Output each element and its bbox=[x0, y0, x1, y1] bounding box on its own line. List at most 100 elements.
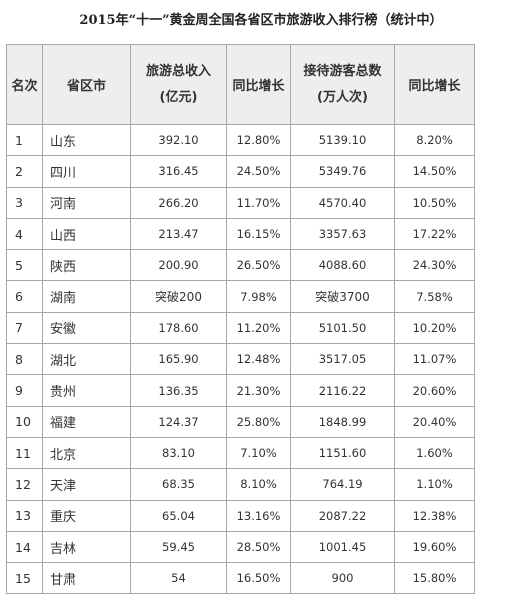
header-revenue-growth: 同比增长 bbox=[226, 44, 291, 125]
cell-rank: 15 bbox=[6, 562, 43, 594]
cell-province: 山西 bbox=[42, 217, 131, 251]
cell-visitors-growth: 20.40% bbox=[394, 405, 475, 438]
cell-rank: 14 bbox=[6, 530, 43, 564]
cell-visitors-growth: 10.50% bbox=[394, 186, 475, 219]
cell-visitors-growth: 12.38% bbox=[394, 499, 475, 532]
cell-visitors-growth: 17.22% bbox=[394, 217, 475, 251]
table-row: 4 山西 213.47 16.15% 3357.63 17.22% bbox=[6, 217, 475, 251]
cell-province: 重庆 bbox=[42, 499, 131, 532]
ranking-table: 名次 省区市 旅游总收入 (亿元) 同比增长 接待游客总数 (万人次) 同比增长… bbox=[6, 44, 475, 594]
table-row: 10 福建 124.37 25.80% 1848.99 20.40% bbox=[6, 405, 475, 438]
cell-province: 吉林 bbox=[42, 530, 131, 564]
cell-rank: 8 bbox=[6, 343, 43, 376]
cell-visitors: 5101.50 bbox=[290, 311, 395, 345]
header-visitors-growth: 同比增长 bbox=[394, 44, 475, 125]
cell-revenue: 165.90 bbox=[130, 343, 227, 376]
table-row: 13 重庆 65.04 13.16% 2087.22 12.38% bbox=[6, 499, 475, 532]
cell-visitors: 2087.22 bbox=[290, 499, 395, 532]
cell-visitors: 5139.10 bbox=[290, 123, 395, 157]
table-row: 14 吉林 59.45 28.50% 1001.45 19.60% bbox=[6, 530, 475, 564]
table-header-row: 名次 省区市 旅游总收入 (亿元) 同比增长 接待游客总数 (万人次) 同比增长 bbox=[6, 44, 475, 125]
cell-province: 贵州 bbox=[42, 374, 131, 407]
cell-visitors-growth: 14.50% bbox=[394, 155, 475, 188]
cell-province: 四川 bbox=[42, 155, 131, 188]
cell-rank: 13 bbox=[6, 499, 43, 532]
cell-visitors: 突破3700 bbox=[290, 280, 395, 313]
cell-revenue: 200.90 bbox=[130, 249, 227, 282]
cell-visitors: 1151.60 bbox=[290, 436, 395, 470]
cell-visitors-growth: 15.80% bbox=[394, 562, 475, 594]
header-revenue: 旅游总收入 (亿元) bbox=[130, 44, 227, 125]
cell-rank: 10 bbox=[6, 405, 43, 438]
table-row: 3 河南 266.20 11.70% 4570.40 10.50% bbox=[6, 186, 475, 219]
cell-visitors-growth: 7.58% bbox=[394, 280, 475, 313]
cell-province: 天津 bbox=[42, 468, 131, 501]
cell-revenue-growth: 26.50% bbox=[226, 249, 291, 282]
cell-visitors: 1001.45 bbox=[290, 530, 395, 564]
header-visitors-unit: (万人次) bbox=[317, 89, 368, 105]
table-row: 11 北京 83.10 7.10% 1151.60 1.60% bbox=[6, 436, 475, 470]
cell-revenue: 65.04 bbox=[130, 499, 227, 532]
cell-visitors: 5349.76 bbox=[290, 155, 395, 188]
cell-revenue-growth: 12.48% bbox=[226, 343, 291, 376]
cell-visitors-growth: 20.60% bbox=[394, 374, 475, 407]
table-row: 9 贵州 136.35 21.30% 2116.22 20.60% bbox=[6, 374, 475, 407]
cell-revenue: 124.37 bbox=[130, 405, 227, 438]
header-visitors-label: 接待游客总数 bbox=[303, 63, 382, 79]
table-row: 12 天津 68.35 8.10% 764.19 1.10% bbox=[6, 468, 475, 501]
cell-province: 福建 bbox=[42, 405, 131, 438]
cell-province: 安徽 bbox=[42, 311, 131, 345]
cell-visitors: 2116.22 bbox=[290, 374, 395, 407]
cell-visitors-growth: 24.30% bbox=[394, 249, 475, 282]
cell-visitors-growth: 11.07% bbox=[394, 343, 475, 376]
cell-revenue: 136.35 bbox=[130, 374, 227, 407]
table-row: 5 陕西 200.90 26.50% 4088.60 24.30% bbox=[6, 249, 475, 282]
cell-province: 甘肃 bbox=[42, 562, 131, 594]
cell-province: 山东 bbox=[42, 123, 131, 157]
cell-rank: 7 bbox=[6, 311, 43, 345]
header-revenue-unit: (亿元) bbox=[159, 89, 198, 105]
cell-revenue: 59.45 bbox=[130, 530, 227, 564]
cell-revenue-growth: 12.80% bbox=[226, 123, 291, 157]
table-row: 6 湖南 突破200 7.98% 突破3700 7.58% bbox=[6, 280, 475, 313]
cell-revenue-growth: 7.10% bbox=[226, 436, 291, 470]
cell-revenue: 392.10 bbox=[130, 123, 227, 157]
cell-revenue-growth: 25.80% bbox=[226, 405, 291, 438]
header-rank: 名次 bbox=[6, 44, 43, 125]
cell-visitors-growth: 19.60% bbox=[394, 530, 475, 564]
cell-visitors-growth: 1.10% bbox=[394, 468, 475, 501]
cell-revenue: 266.20 bbox=[130, 186, 227, 219]
cell-visitors: 4088.60 bbox=[290, 249, 395, 282]
cell-visitors: 3517.05 bbox=[290, 343, 395, 376]
header-revenue-label: 旅游总收入 bbox=[145, 63, 211, 79]
cell-revenue-growth: 11.70% bbox=[226, 186, 291, 219]
table-row: 1 山东 392.10 12.80% 5139.10 8.20% bbox=[6, 123, 475, 157]
table-row: 7 安徽 178.60 11.20% 5101.50 10.20% bbox=[6, 311, 475, 345]
cell-revenue: 213.47 bbox=[130, 217, 227, 251]
cell-visitors: 1848.99 bbox=[290, 405, 395, 438]
cell-visitors-growth: 10.20% bbox=[394, 311, 475, 345]
table-row: 15 甘肃 54 16.50% 900 15.80% bbox=[6, 562, 475, 594]
cell-rank: 4 bbox=[6, 217, 43, 251]
cell-visitors-growth: 8.20% bbox=[394, 123, 475, 157]
cell-revenue: 54 bbox=[130, 562, 227, 594]
cell-revenue-growth: 7.98% bbox=[226, 280, 291, 313]
cell-rank: 6 bbox=[6, 280, 43, 313]
table-body: 1 山东 392.10 12.80% 5139.10 8.20% 2 四川 316.45 24.5… bbox=[6, 123, 475, 594]
page-title: 2015年“十一”黄金周全国各省区市旅游收入排行榜（统计中） bbox=[79, 13, 443, 28]
cell-revenue-growth: 13.16% bbox=[226, 499, 291, 532]
cell-visitors: 764.19 bbox=[290, 468, 395, 501]
cell-revenue: 突破200 bbox=[130, 280, 227, 313]
cell-revenue: 68.35 bbox=[130, 468, 227, 501]
cell-visitors-growth: 1.60% bbox=[394, 436, 475, 470]
cell-province: 湖北 bbox=[42, 343, 131, 376]
cell-rank: 12 bbox=[6, 468, 43, 501]
cell-province: 河南 bbox=[42, 186, 131, 219]
table-row: 8 湖北 165.90 12.48% 3517.05 11.07% bbox=[6, 343, 475, 376]
header-province: 省区市 bbox=[42, 44, 131, 125]
cell-visitors: 3357.63 bbox=[290, 217, 395, 251]
cell-revenue-growth: 8.10% bbox=[226, 468, 291, 501]
cell-revenue: 83.10 bbox=[130, 436, 227, 470]
cell-revenue: 316.45 bbox=[130, 155, 227, 188]
cell-rank: 11 bbox=[6, 436, 43, 470]
